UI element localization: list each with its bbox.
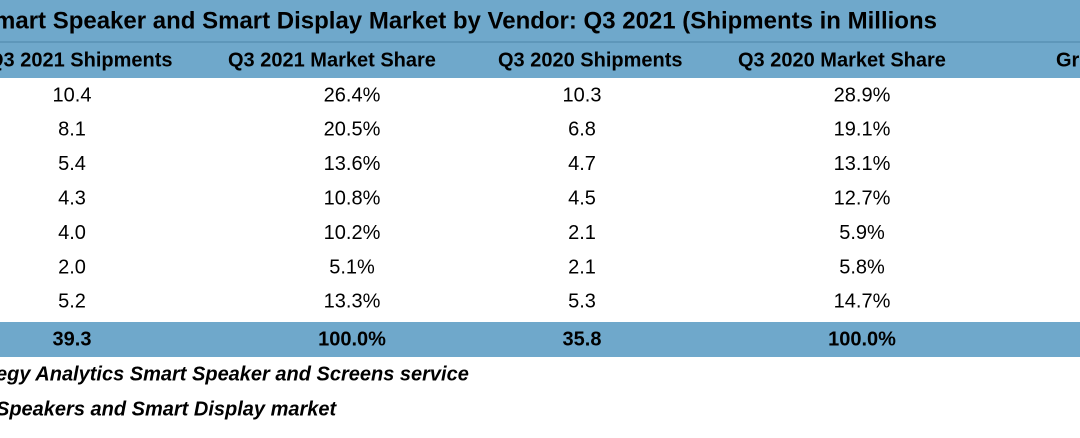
table-cell: 10.4 bbox=[53, 84, 92, 106]
table-title: mart Speaker and Smart Display Market by… bbox=[0, 7, 937, 34]
table-cell: 4.7 bbox=[568, 153, 596, 175]
footnote: Speakers and Smart Display market bbox=[0, 398, 338, 420]
table-cell: 13.1% bbox=[834, 153, 891, 175]
table-cell: 4.0 bbox=[58, 222, 86, 244]
table-cell: 12.7% bbox=[834, 187, 891, 209]
table-cell: 2.0 bbox=[58, 256, 86, 278]
table-cell: 6.8 bbox=[568, 119, 596, 141]
table-cell: 14.7% bbox=[834, 291, 891, 313]
total-cell: 100.0% bbox=[828, 328, 896, 350]
table-cell: 4.5 bbox=[568, 187, 596, 209]
footnote: egy Analytics Smart Speaker and Screens … bbox=[0, 363, 469, 385]
table-cell: 5.8% bbox=[839, 256, 885, 278]
table-cell: 28.9% bbox=[834, 84, 891, 106]
total-cell: 35.8 bbox=[563, 328, 602, 350]
table-cell: 13.6% bbox=[324, 153, 381, 175]
total-cell: 39.3 bbox=[53, 328, 92, 350]
table-cell: 2.1 bbox=[568, 222, 596, 244]
table-cell: 19.1% bbox=[834, 119, 891, 141]
table-cell: 13.3% bbox=[324, 291, 381, 313]
table-cell: 10.3 bbox=[563, 84, 602, 106]
total-band bbox=[0, 322, 1080, 357]
table-cell: 10.2% bbox=[324, 222, 381, 244]
table-cell: 5.1% bbox=[329, 256, 375, 278]
table-cell: 20.5% bbox=[324, 119, 381, 141]
column-header: Q3 2021 Shipments bbox=[0, 49, 173, 71]
column-header: Q3 2021 Market Share bbox=[228, 49, 436, 71]
column-header: Gr bbox=[1056, 49, 1080, 71]
total-cell: 100.0% bbox=[318, 328, 386, 350]
header-band bbox=[0, 0, 1080, 78]
table-cell: 5.9% bbox=[839, 222, 885, 244]
table-cell: 4.3 bbox=[58, 187, 86, 209]
table-cell: 10.8% bbox=[324, 187, 381, 209]
table-cell: 5.3 bbox=[568, 291, 596, 313]
column-header: Q3 2020 Market Share bbox=[738, 49, 946, 71]
table-cell: 26.4% bbox=[324, 84, 381, 106]
table-cell: 5.2 bbox=[58, 291, 86, 313]
table-cell: 8.1 bbox=[58, 119, 86, 141]
column-header: Q3 2020 Shipments bbox=[498, 49, 683, 71]
table-cell: 5.4 bbox=[58, 153, 86, 175]
table-cell: 2.1 bbox=[568, 256, 596, 278]
